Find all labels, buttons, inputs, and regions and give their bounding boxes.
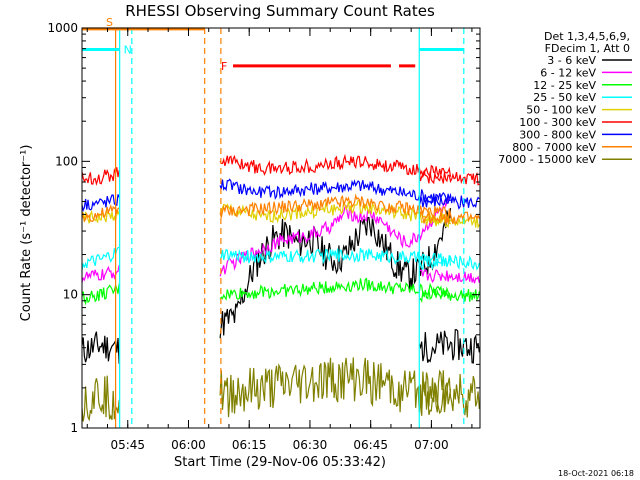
series-line-5-post bbox=[418, 169, 480, 186]
series-line-6-post bbox=[418, 192, 480, 210]
x-tick-label: 05:45 bbox=[110, 438, 145, 452]
chart-title: RHESSI Observing Summary Count Rates bbox=[125, 2, 435, 20]
flag-label-F: F bbox=[221, 60, 227, 73]
legend-label: 50 - 100 keV bbox=[526, 104, 596, 117]
legend-label: 12 - 25 keV bbox=[533, 79, 596, 92]
legend-label: 25 - 50 keV bbox=[533, 91, 596, 104]
legend-label: 6 - 12 keV bbox=[540, 66, 596, 79]
series-line-8-pre bbox=[82, 375, 120, 422]
legend-label: 7000 - 15000 keV bbox=[498, 153, 596, 166]
series-line-5-pre bbox=[82, 167, 120, 186]
x-tick-label: 06:15 bbox=[232, 438, 267, 452]
series-line-7-post bbox=[418, 210, 480, 225]
series-line-7-main bbox=[219, 193, 452, 222]
axis-ticks: 05:45 06:00 06:15 06:30 06:45 07:00 1 10 100 1000 bbox=[47, 21, 480, 452]
y-tick-label: 1000 bbox=[47, 21, 78, 35]
series-line-8-post bbox=[418, 372, 480, 418]
series-line-0-post bbox=[418, 329, 480, 364]
series-line-2-pre bbox=[82, 283, 120, 306]
y-axis-label: Count Rate (s⁻¹ detector⁻¹) bbox=[19, 145, 34, 322]
series-line-2-post bbox=[418, 286, 480, 303]
x-tick-label: 06:00 bbox=[171, 438, 206, 452]
series-line-3-post bbox=[418, 254, 480, 271]
flag-label-S: S bbox=[106, 16, 113, 29]
y-tick-label: 1 bbox=[70, 421, 78, 435]
series-line-7-pre bbox=[82, 203, 120, 223]
series-line-6-main bbox=[219, 178, 451, 203]
legend-label: 800 - 7000 keV bbox=[512, 141, 596, 154]
series-line-1-main bbox=[219, 195, 451, 277]
x-tick-label: 06:30 bbox=[293, 438, 328, 452]
legend-header-line-2: FDecim 1, Att 0 bbox=[545, 42, 630, 55]
footer-timestamp: 18-Oct-2021 06:18 bbox=[558, 469, 634, 478]
series-line-1-post bbox=[419, 268, 480, 284]
series-line-2-main bbox=[219, 277, 452, 301]
x-tick-label: 06:45 bbox=[353, 438, 388, 452]
series-line-6-pre bbox=[82, 194, 120, 212]
flag-layer: S N F bbox=[82, 16, 465, 428]
legend-label: 300 - 800 keV bbox=[519, 128, 596, 141]
series-line-3-pre bbox=[82, 246, 120, 271]
y-tick-label: 100 bbox=[55, 154, 78, 168]
series-layer bbox=[82, 153, 480, 422]
series-line-4-pre bbox=[82, 209, 120, 224]
legend-label: 3 - 6 keV bbox=[547, 54, 596, 67]
series-line-3-main bbox=[219, 247, 452, 268]
flag-label-N: N bbox=[124, 43, 132, 56]
x-tick-label: 07:00 bbox=[414, 438, 449, 452]
legend-header-line-1: Det 1,3,4,5,6,9, bbox=[544, 30, 630, 43]
legend-label: 100 - 300 keV bbox=[519, 116, 596, 129]
series-line-1-pre bbox=[82, 264, 120, 283]
series-line-8-main bbox=[219, 357, 452, 418]
x-axis-label: Start Time (29-Nov-06 05:33:42) bbox=[174, 455, 386, 470]
y-tick-label: 10 bbox=[63, 288, 78, 302]
series-line-5-main bbox=[219, 153, 452, 179]
plot-frame bbox=[81, 27, 481, 429]
series-line-0-pre bbox=[82, 331, 120, 364]
